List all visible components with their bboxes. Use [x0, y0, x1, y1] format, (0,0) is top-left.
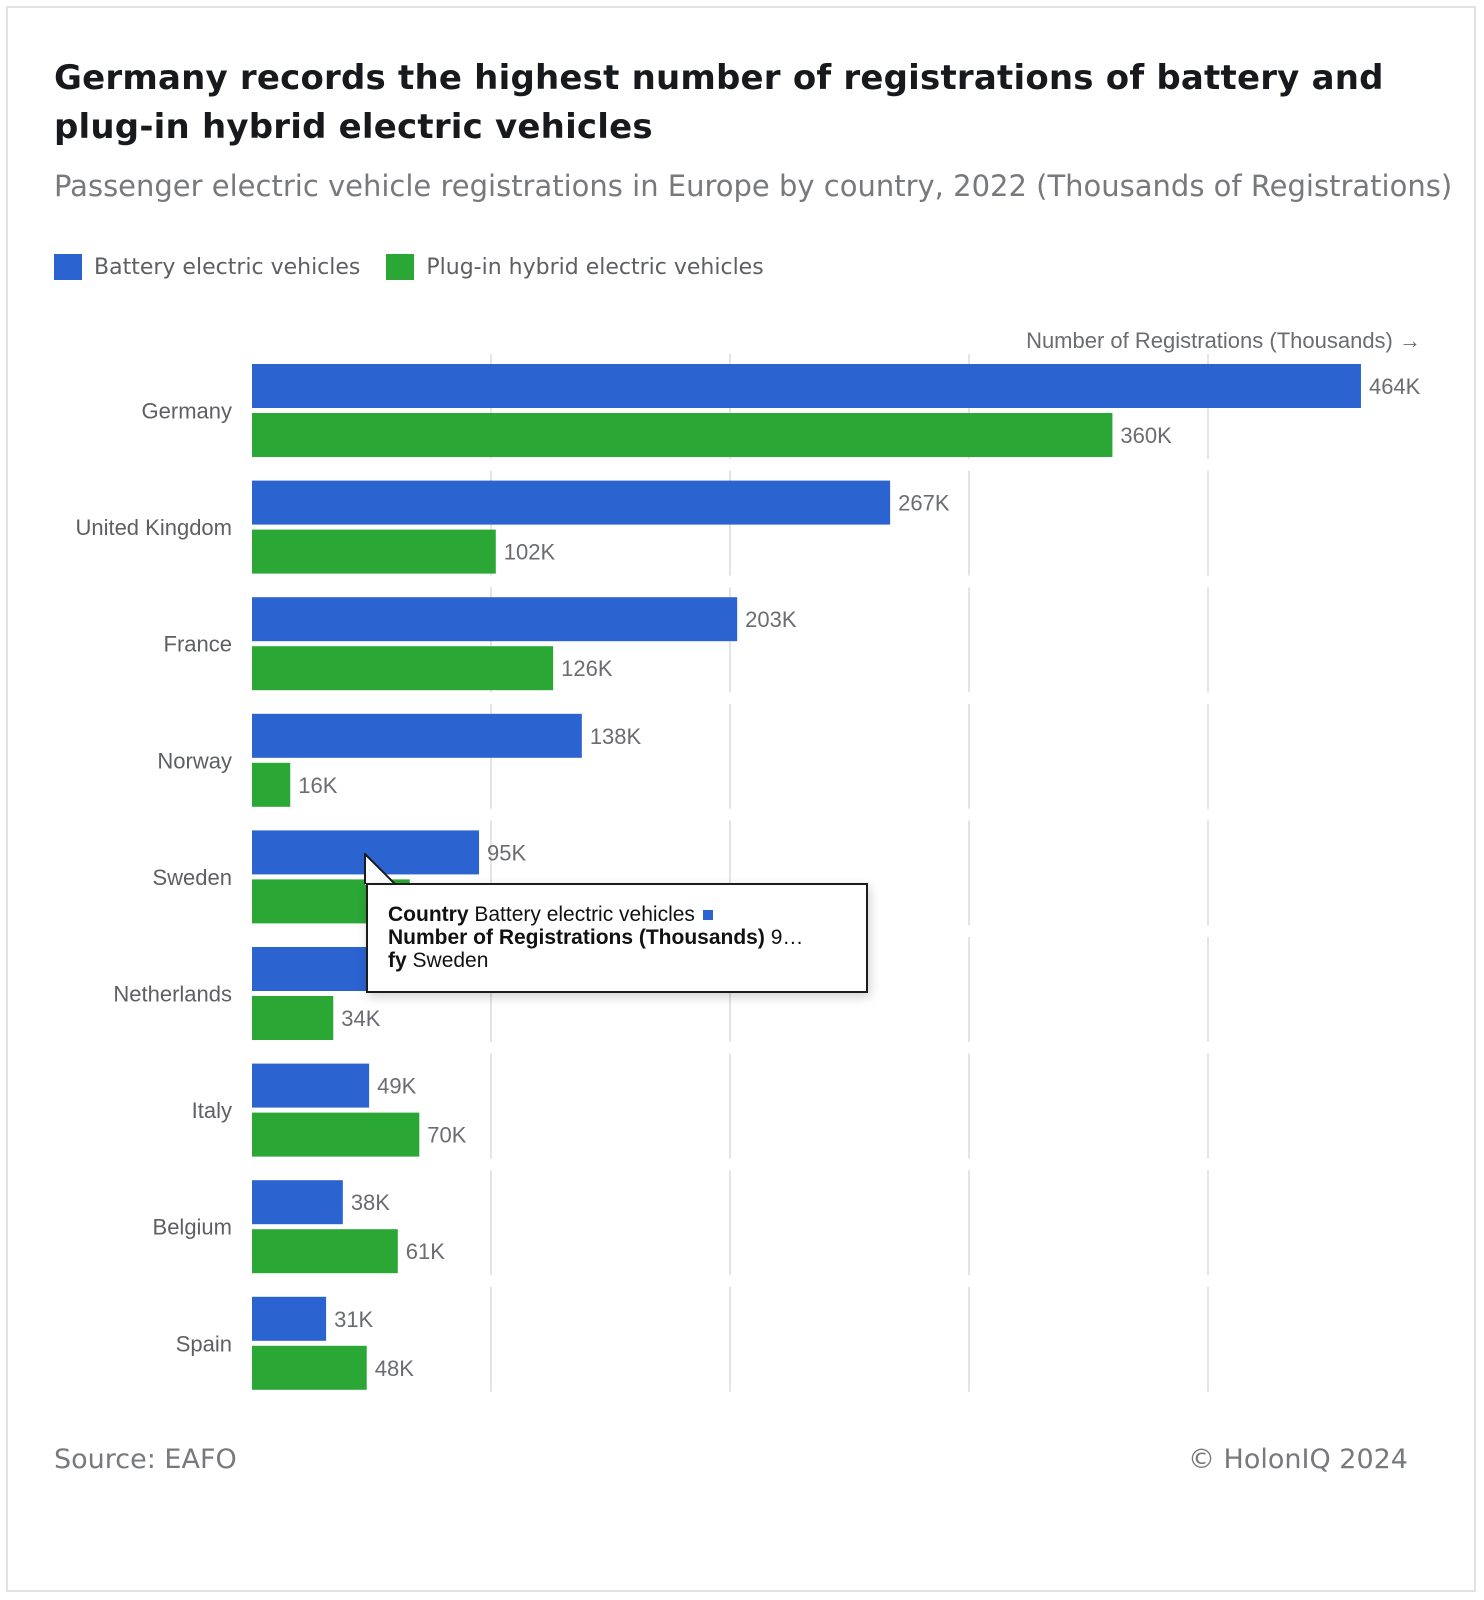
- data-label: 16K: [298, 773, 337, 798]
- data-label: 48K: [375, 1356, 414, 1381]
- bar-battery[interactable]: [252, 1296, 327, 1341]
- bar-battery[interactable]: [252, 1180, 343, 1225]
- bar-plugin-hybrid[interactable]: [252, 1229, 398, 1274]
- bar-plugin-hybrid[interactable]: [252, 413, 1113, 457]
- chart-title: Germany records the highest number of re…: [54, 58, 1384, 147]
- data-label: 95K: [487, 840, 526, 865]
- legend-swatch-battery: [54, 254, 82, 280]
- data-label: 203K: [745, 607, 797, 632]
- category-label: Germany: [142, 399, 232, 424]
- data-label: 31K: [334, 1307, 373, 1332]
- bar-battery[interactable]: [252, 1063, 370, 1108]
- chart-card: [6, 6, 1476, 1592]
- bar-plugin-hybrid[interactable]: [252, 1112, 420, 1157]
- tooltip-key-fy: fy: [388, 949, 407, 972]
- bar-battery[interactable]: [252, 480, 891, 525]
- bar-plugin-hybrid[interactable]: [252, 529, 496, 574]
- category-label: United Kingdom: [75, 515, 232, 540]
- tooltip-key-country: Country: [388, 903, 469, 926]
- data-label: 102K: [504, 540, 556, 565]
- category-label: Belgium: [153, 1215, 232, 1240]
- tooltip-row-fy: fy Sweden: [388, 949, 846, 972]
- legend-label-plugin-hybrid: Plug-in hybrid electric vehicles: [426, 254, 764, 280]
- legend-item-plugin-hybrid[interactable]: Plug-in hybrid electric vehicles: [386, 254, 764, 280]
- data-label: 126K: [561, 656, 613, 681]
- legend-swatch-plugin-hybrid: [386, 254, 415, 280]
- bar-battery[interactable]: [252, 597, 738, 642]
- chart-subtitle: Passenger electric vehicle registrations…: [54, 169, 1453, 203]
- bar-plugin-hybrid[interactable]: [252, 762, 291, 807]
- category-label: Italy: [192, 1098, 232, 1123]
- bar-plugin-hybrid[interactable]: [252, 996, 334, 1040]
- bar-plugin-hybrid[interactable]: [252, 1345, 367, 1390]
- data-label: 34K: [341, 1006, 380, 1031]
- tooltip-pointer: [364, 853, 396, 885]
- legend: Battery electric vehicles Plug-in hybrid…: [54, 254, 790, 280]
- data-label: 49K: [377, 1074, 416, 1099]
- tooltip-value-registrations: 9…: [770, 926, 804, 949]
- bar-battery[interactable]: [252, 947, 372, 991]
- category-label: Spain: [176, 1331, 232, 1356]
- legend-label-battery: Battery electric vehicles: [94, 254, 361, 280]
- tooltip-row-country: Country Battery electric vehicles: [388, 903, 846, 926]
- data-label: 38K: [351, 1190, 390, 1215]
- tooltip: Country Battery electric vehicles Number…: [366, 883, 868, 993]
- tooltip-value-fy: Sweden: [412, 949, 489, 972]
- data-label: 70K: [427, 1123, 466, 1148]
- category-label: Norway: [157, 748, 232, 773]
- bar-battery[interactable]: [252, 364, 1361, 408]
- x-axis-title: Number of Registrations (Thousands) →: [1026, 328, 1421, 353]
- data-label: 138K: [590, 724, 642, 749]
- data-label: 61K: [406, 1239, 445, 1264]
- category-label: Sweden: [152, 865, 232, 890]
- tooltip-key-registrations: Number of Registrations (Thousands): [388, 926, 765, 949]
- legend-item-battery[interactable]: Battery electric vehicles: [54, 254, 360, 280]
- data-label: 267K: [898, 491, 950, 516]
- bar-plugin-hybrid[interactable]: [252, 646, 554, 691]
- data-label: 464K: [1369, 374, 1421, 399]
- tooltip-row-registrations: Number of Registrations (Thousands) 9…: [388, 926, 846, 949]
- category-label: France: [164, 632, 232, 657]
- tooltip-value-country: Battery electric vehicles: [474, 903, 695, 926]
- category-label: Netherlands: [113, 982, 232, 1007]
- data-label: 360K: [1120, 423, 1172, 448]
- bar-battery[interactable]: [252, 713, 582, 758]
- tooltip-color-swatch: [702, 910, 713, 921]
- source-note: Source: EAFO: [54, 1444, 237, 1475]
- copyright-note: © HolonIQ 2024: [1187, 1444, 1408, 1475]
